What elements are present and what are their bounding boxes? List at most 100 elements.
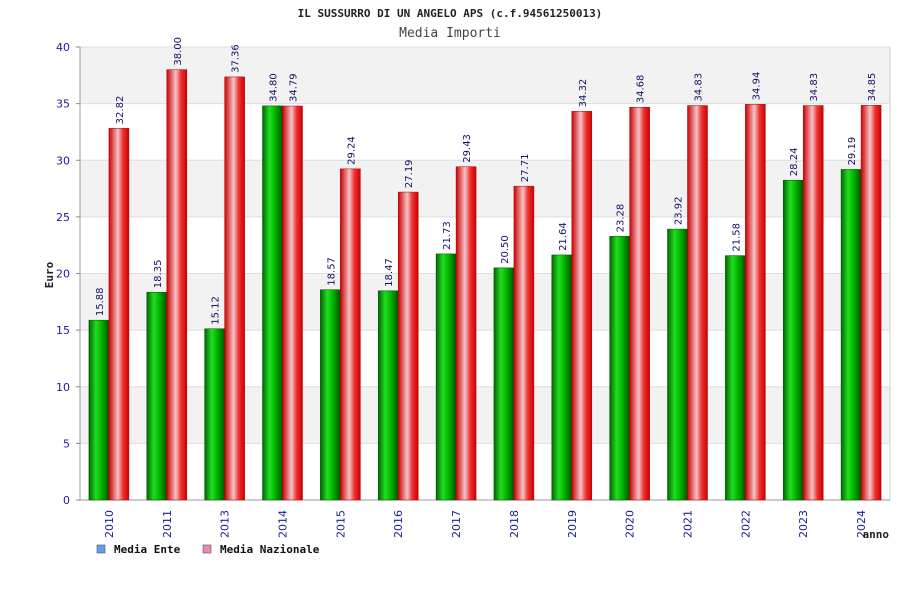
bar-media-nazionale-2024 — [860, 105, 882, 501]
bar-media-nazionale-2010 — [108, 128, 130, 501]
plot-band — [80, 160, 890, 217]
legend-swatch-media-ente — [96, 544, 106, 554]
bar-media-ente-2019 — [551, 254, 573, 501]
data-label-media-nazionale-2022: 34.94 — [751, 72, 762, 101]
x-tick-label-2016: 2016 — [392, 510, 405, 538]
x-axis-label: anno — [863, 528, 890, 541]
data-label-media-ente-2010: 15.88 — [95, 288, 106, 317]
data-label-media-nazionale-2016: 27.19 — [404, 159, 415, 188]
x-tick-label-2020: 2020 — [624, 510, 637, 538]
bar-media-nazionale-2021 — [687, 105, 708, 501]
legend-label-media-nazionale: Media Nazionale — [220, 543, 320, 556]
bar-media-ente-2022 — [725, 255, 746, 501]
data-label-media-ente-2014: 34.80 — [269, 73, 280, 102]
y-tick-label: 30 — [56, 154, 70, 167]
bar-media-nazionale-2014 — [282, 105, 303, 501]
plot-band — [80, 386, 890, 444]
data-label-media-nazionale-2021: 34.83 — [694, 73, 705, 102]
plot-band — [80, 103, 890, 161]
x-tick-label-2013: 2013 — [219, 510, 232, 538]
bar-media-ente-2010 — [88, 319, 110, 501]
bar-media-ente-2023 — [782, 179, 804, 501]
data-label-media-ente-2015: 18.57 — [326, 257, 337, 286]
bar-media-nazionale-2016 — [397, 191, 419, 501]
data-label-media-nazionale-2019: 34.32 — [578, 79, 589, 108]
bar-media-nazionale-2020 — [629, 106, 650, 501]
bar-media-nazionale-2023 — [802, 105, 824, 501]
plot-band — [80, 443, 890, 500]
bar-media-nazionale-2018 — [513, 185, 535, 501]
x-tick-label-2024: 2024 — [855, 510, 868, 538]
x-tick-label-2021: 2021 — [682, 510, 695, 538]
bar-media-ente-2013 — [204, 328, 225, 501]
bar-media-ente-2014 — [262, 105, 283, 501]
bar-media-nazionale-2022 — [745, 104, 766, 501]
x-tick-label-2010: 2010 — [103, 510, 116, 538]
bar-media-ente-2015 — [320, 289, 341, 501]
bar-media-nazionale-2019 — [571, 111, 593, 501]
data-label-media-nazionale-2015: 29.24 — [346, 136, 357, 165]
data-label-media-ente-2013: 15.12 — [211, 296, 222, 325]
data-labels: 15.88 32.82 18.35 38.00 15.12 37.36 34.80 34.79… — [95, 37, 878, 325]
data-label-media-nazionale-2011: 38.00 — [173, 37, 184, 66]
y-tick-label: 0 — [63, 494, 70, 507]
data-label-media-ente-2021: 23.92 — [674, 196, 685, 225]
data-label-media-nazionale-2023: 34.83 — [809, 73, 820, 102]
x-tick-label-2017: 2017 — [450, 510, 463, 538]
bar-media-ente-2017 — [435, 253, 457, 501]
bar-media-ente-2011 — [146, 291, 168, 501]
y-tick-label: 10 — [56, 381, 70, 394]
y-tick-label: 40 — [56, 41, 70, 54]
data-label-media-ente-2024: 29.19 — [847, 137, 858, 166]
x-tick-label-2018: 2018 — [508, 510, 521, 538]
y-axis-label: Euro — [43, 261, 56, 288]
x-tick-label-2023: 2023 — [797, 510, 810, 538]
bars — [88, 69, 882, 501]
bar-media-nazionale-2015 — [340, 168, 361, 501]
bar-media-nazionale-2017 — [455, 166, 477, 501]
x-axis-ticks: 2010 2011 2013 2014 2015 2016 2017 2018 2019 2020… — [103, 510, 868, 538]
data-label-media-ente-2017: 21.73 — [442, 221, 453, 250]
data-label-media-ente-2018: 20.50 — [500, 235, 511, 264]
x-tick-label-2022: 2022 — [739, 510, 752, 538]
x-tick-label-2011: 2011 — [161, 510, 174, 538]
data-label-media-ente-2016: 18.47 — [384, 258, 395, 287]
data-label-media-ente-2022: 21.58 — [731, 223, 742, 252]
data-label-media-ente-2019: 21.64 — [558, 222, 569, 251]
data-label-media-nazionale-2024: 34.85 — [867, 73, 878, 102]
bar-media-nazionale-2011 — [166, 69, 188, 501]
legend: Media Ente Media Nazionale — [96, 543, 320, 556]
plot-band — [80, 47, 890, 104]
bar-media-ente-2021 — [667, 228, 688, 501]
data-label-media-nazionale-2020: 34.68 — [636, 75, 647, 104]
x-tick-label-2014: 2014 — [277, 510, 290, 538]
plot-band — [80, 273, 890, 331]
data-label-media-ente-2020: 23.28 — [616, 204, 627, 233]
data-label-media-nazionale-2013: 37.36 — [231, 44, 242, 73]
bar-media-ente-2024 — [840, 169, 862, 501]
y-tick-label: 15 — [56, 324, 70, 337]
data-label-media-ente-2023: 28.24 — [789, 148, 800, 177]
chart-subtitle: Media Importi — [399, 26, 501, 41]
x-tick-label-2019: 2019 — [566, 510, 579, 538]
plot-band — [80, 216, 890, 274]
y-tick-label: 5 — [63, 437, 70, 450]
chart-title: IL SUSSURRO DI UN ANGELO APS (c.f.945612… — [298, 7, 603, 20]
bar-media-nazionale-2013 — [224, 76, 245, 501]
data-label-media-nazionale-2018: 27.71 — [520, 154, 531, 183]
x-tick-label-2015: 2015 — [334, 510, 347, 538]
data-label-media-nazionale-2014: 34.79 — [289, 73, 300, 102]
y-tick-label: 25 — [56, 211, 70, 224]
y-tick-label: 20 — [56, 268, 70, 281]
legend-swatch-media-nazionale — [202, 544, 212, 554]
bar-media-ente-2016 — [377, 290, 399, 501]
data-label-media-nazionale-2017: 29.43 — [462, 134, 473, 163]
plot-band — [80, 330, 890, 387]
data-label-media-ente-2011: 18.35 — [153, 260, 164, 289]
y-tick-label: 35 — [56, 98, 70, 111]
bar-media-ente-2020 — [609, 236, 630, 501]
data-label-media-nazionale-2010: 32.82 — [115, 96, 126, 125]
bar-media-ente-2018 — [493, 267, 515, 501]
legend-label-media-ente: Media Ente — [114, 543, 181, 556]
